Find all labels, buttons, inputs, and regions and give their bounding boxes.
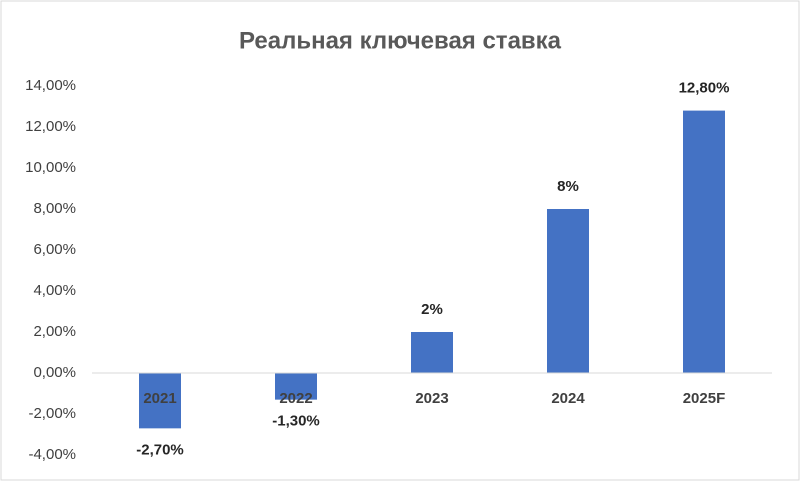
x-tick-label: 2024 bbox=[551, 390, 585, 407]
y-tick-label: -2,00% bbox=[28, 405, 76, 422]
data-label: 12,80% bbox=[679, 80, 730, 97]
x-tick-label: 2025F bbox=[683, 390, 726, 407]
y-tick-label: -4,00% bbox=[28, 446, 76, 463]
bar bbox=[139, 373, 181, 429]
bar bbox=[411, 332, 453, 373]
data-label: -2,70% bbox=[136, 441, 184, 458]
data-label: 2% bbox=[421, 301, 443, 318]
bar bbox=[547, 209, 589, 373]
x-tick-label: 2022 bbox=[279, 390, 312, 407]
y-tick-label: 4,00% bbox=[33, 282, 76, 299]
x-tick-label: 2023 bbox=[415, 390, 448, 407]
y-tick-label: 12,00% bbox=[25, 118, 76, 135]
bar bbox=[275, 373, 317, 400]
y-tick-label: 6,00% bbox=[33, 241, 76, 258]
x-tick-label: 2021 bbox=[143, 390, 176, 407]
chart-title: Реальная ключевая ставка bbox=[239, 27, 562, 54]
y-tick-label: 14,00% bbox=[25, 77, 76, 94]
data-label: -1,30% bbox=[272, 413, 320, 430]
y-tick-label: 8,00% bbox=[33, 200, 76, 217]
y-tick-label: 10,00% bbox=[25, 159, 76, 176]
data-label: 8% bbox=[557, 178, 579, 195]
bar bbox=[683, 110, 725, 373]
y-tick-label: 0,00% bbox=[33, 364, 76, 381]
y-tick-label: 2,00% bbox=[33, 323, 76, 340]
